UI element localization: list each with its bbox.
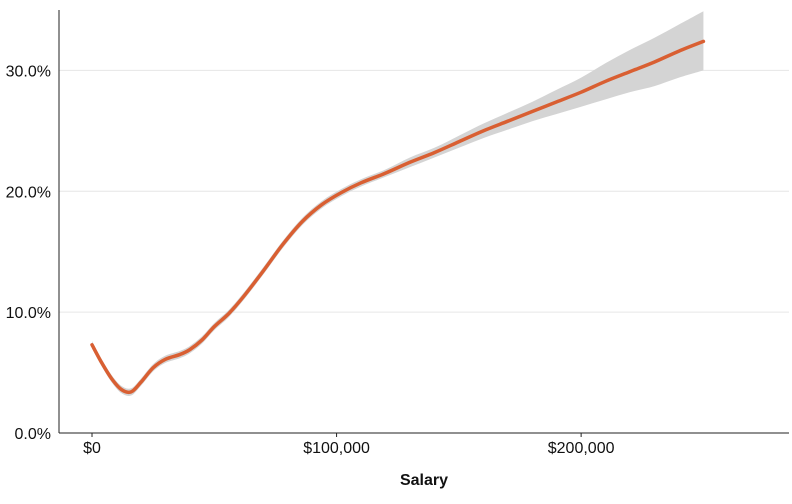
y-tick-label-0: 0.0% <box>15 426 51 443</box>
confidence-band <box>92 11 703 396</box>
gridlines <box>59 70 789 312</box>
x-tick-label-0: $0 <box>83 440 101 457</box>
x-axis-title: Salary <box>400 472 448 489</box>
y-axis-ticks: 0.0% 10.0% 20.0% 30.0% <box>6 63 51 443</box>
x-tick-label-2: $200,000 <box>548 440 615 457</box>
y-tick-label-3: 30.0% <box>6 63 51 80</box>
x-axis-ticks: $0 $100,000 $200,000 <box>83 433 614 457</box>
y-tick-label-2: 20.0% <box>6 184 51 201</box>
x-tick-label-1: $100,000 <box>303 440 370 457</box>
y-tick-label-1: 10.0% <box>6 305 51 322</box>
